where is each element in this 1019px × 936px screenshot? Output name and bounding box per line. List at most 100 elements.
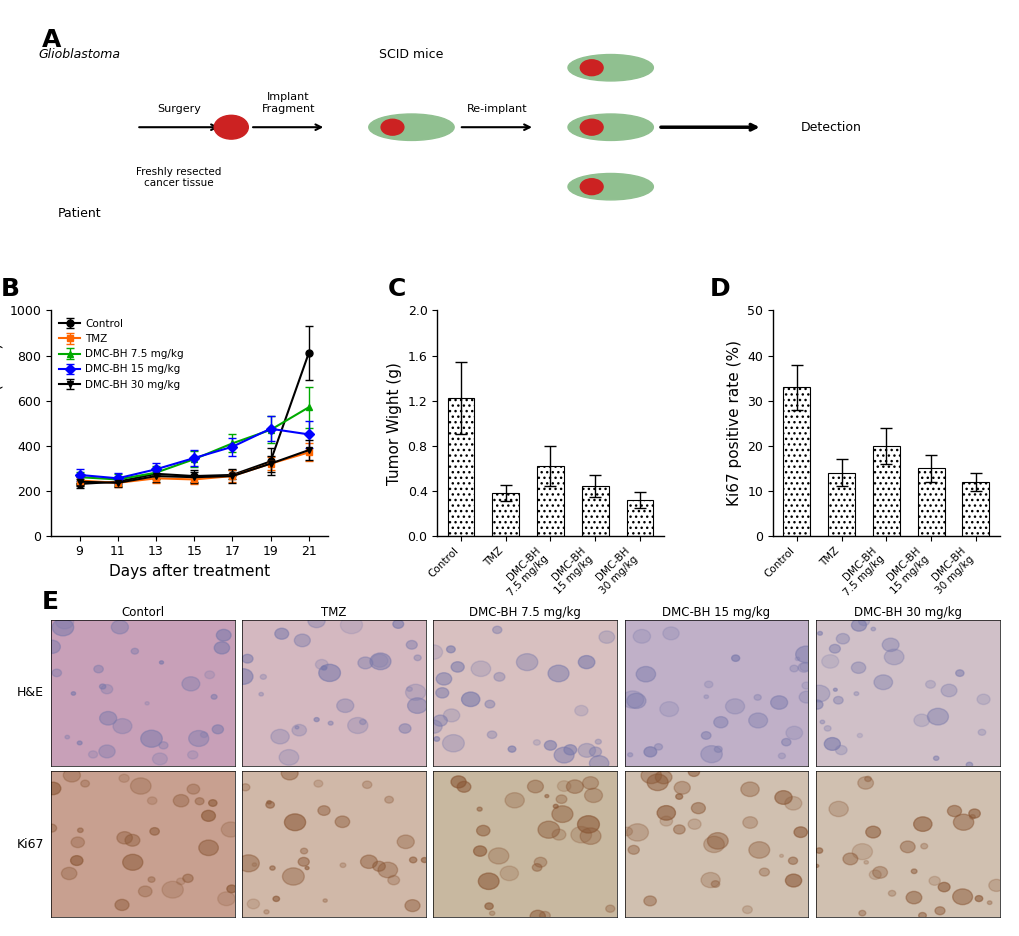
Circle shape xyxy=(372,861,385,871)
Circle shape xyxy=(488,848,508,864)
Bar xyxy=(783,388,809,535)
Circle shape xyxy=(868,870,880,880)
Circle shape xyxy=(101,684,113,694)
Circle shape xyxy=(271,729,289,744)
Circle shape xyxy=(941,684,956,696)
Circle shape xyxy=(381,119,404,135)
Circle shape xyxy=(242,654,253,663)
Circle shape xyxy=(433,737,439,741)
Circle shape xyxy=(336,699,354,712)
Circle shape xyxy=(99,745,115,758)
Circle shape xyxy=(282,868,304,885)
Circle shape xyxy=(986,900,990,904)
Bar xyxy=(537,466,564,535)
Circle shape xyxy=(442,735,464,752)
Circle shape xyxy=(555,795,567,803)
Circle shape xyxy=(836,634,849,644)
Circle shape xyxy=(347,718,368,734)
Circle shape xyxy=(370,653,390,669)
Circle shape xyxy=(209,799,217,806)
Ellipse shape xyxy=(568,173,653,200)
Circle shape xyxy=(701,732,710,739)
Circle shape xyxy=(823,738,840,751)
Circle shape xyxy=(947,806,961,816)
Circle shape xyxy=(924,680,934,688)
Circle shape xyxy=(340,616,362,634)
Circle shape xyxy=(713,746,721,753)
Circle shape xyxy=(484,903,493,910)
Circle shape xyxy=(152,753,167,765)
Circle shape xyxy=(707,833,728,849)
Circle shape xyxy=(362,781,372,788)
Circle shape xyxy=(358,657,373,669)
Circle shape xyxy=(264,910,269,914)
Bar xyxy=(492,493,519,535)
Circle shape xyxy=(516,653,537,670)
Circle shape xyxy=(799,663,810,671)
Circle shape xyxy=(387,875,399,885)
Circle shape xyxy=(476,826,489,836)
Circle shape xyxy=(742,906,752,914)
X-axis label: Days after treatment: Days after treatment xyxy=(109,564,270,579)
Circle shape xyxy=(987,879,1003,891)
Circle shape xyxy=(691,802,705,813)
Circle shape xyxy=(777,753,785,759)
Circle shape xyxy=(424,645,442,659)
Circle shape xyxy=(284,814,306,830)
Circle shape xyxy=(214,115,248,139)
Circle shape xyxy=(654,744,662,750)
Circle shape xyxy=(580,60,602,76)
Text: Patient: Patient xyxy=(58,207,101,220)
Circle shape xyxy=(489,911,494,915)
Circle shape xyxy=(544,795,548,797)
Circle shape xyxy=(117,832,132,844)
Circle shape xyxy=(589,755,608,771)
Circle shape xyxy=(977,729,984,736)
Circle shape xyxy=(176,878,184,885)
Circle shape xyxy=(700,872,719,887)
Circle shape xyxy=(148,797,157,804)
Circle shape xyxy=(853,692,858,695)
Text: Glioblastoma: Glioblastoma xyxy=(39,48,120,61)
Bar xyxy=(962,482,988,535)
Circle shape xyxy=(267,800,271,804)
Circle shape xyxy=(162,882,183,899)
Circle shape xyxy=(450,776,466,788)
Circle shape xyxy=(688,768,699,777)
Circle shape xyxy=(45,782,61,795)
Circle shape xyxy=(577,815,599,833)
Circle shape xyxy=(371,654,387,667)
Text: Freshly resected
cancer tissue: Freshly resected cancer tissue xyxy=(137,167,221,188)
Circle shape xyxy=(833,696,843,704)
Circle shape xyxy=(398,724,411,733)
Circle shape xyxy=(139,886,152,897)
Circle shape xyxy=(636,666,655,682)
Bar xyxy=(872,446,899,535)
Circle shape xyxy=(774,791,792,804)
Circle shape xyxy=(414,655,421,661)
Circle shape xyxy=(821,654,838,668)
Circle shape xyxy=(71,692,75,695)
Circle shape xyxy=(823,725,830,731)
Circle shape xyxy=(145,702,149,705)
Circle shape xyxy=(212,724,223,734)
Circle shape xyxy=(900,841,914,853)
Circle shape xyxy=(952,889,971,904)
Circle shape xyxy=(910,869,916,873)
Circle shape xyxy=(360,856,377,869)
Circle shape xyxy=(965,762,972,768)
Circle shape xyxy=(865,826,879,838)
Y-axis label: Tumor Volume (mm³): Tumor Volume (mm³) xyxy=(0,343,4,504)
Circle shape xyxy=(643,747,656,757)
Circle shape xyxy=(547,665,569,681)
Circle shape xyxy=(492,626,501,634)
Circle shape xyxy=(410,857,417,863)
Circle shape xyxy=(627,694,645,709)
Circle shape xyxy=(748,841,769,858)
Circle shape xyxy=(52,669,61,677)
Circle shape xyxy=(360,720,366,724)
Circle shape xyxy=(659,816,672,826)
Circle shape xyxy=(335,816,350,827)
Circle shape xyxy=(148,877,155,883)
Circle shape xyxy=(396,835,414,849)
